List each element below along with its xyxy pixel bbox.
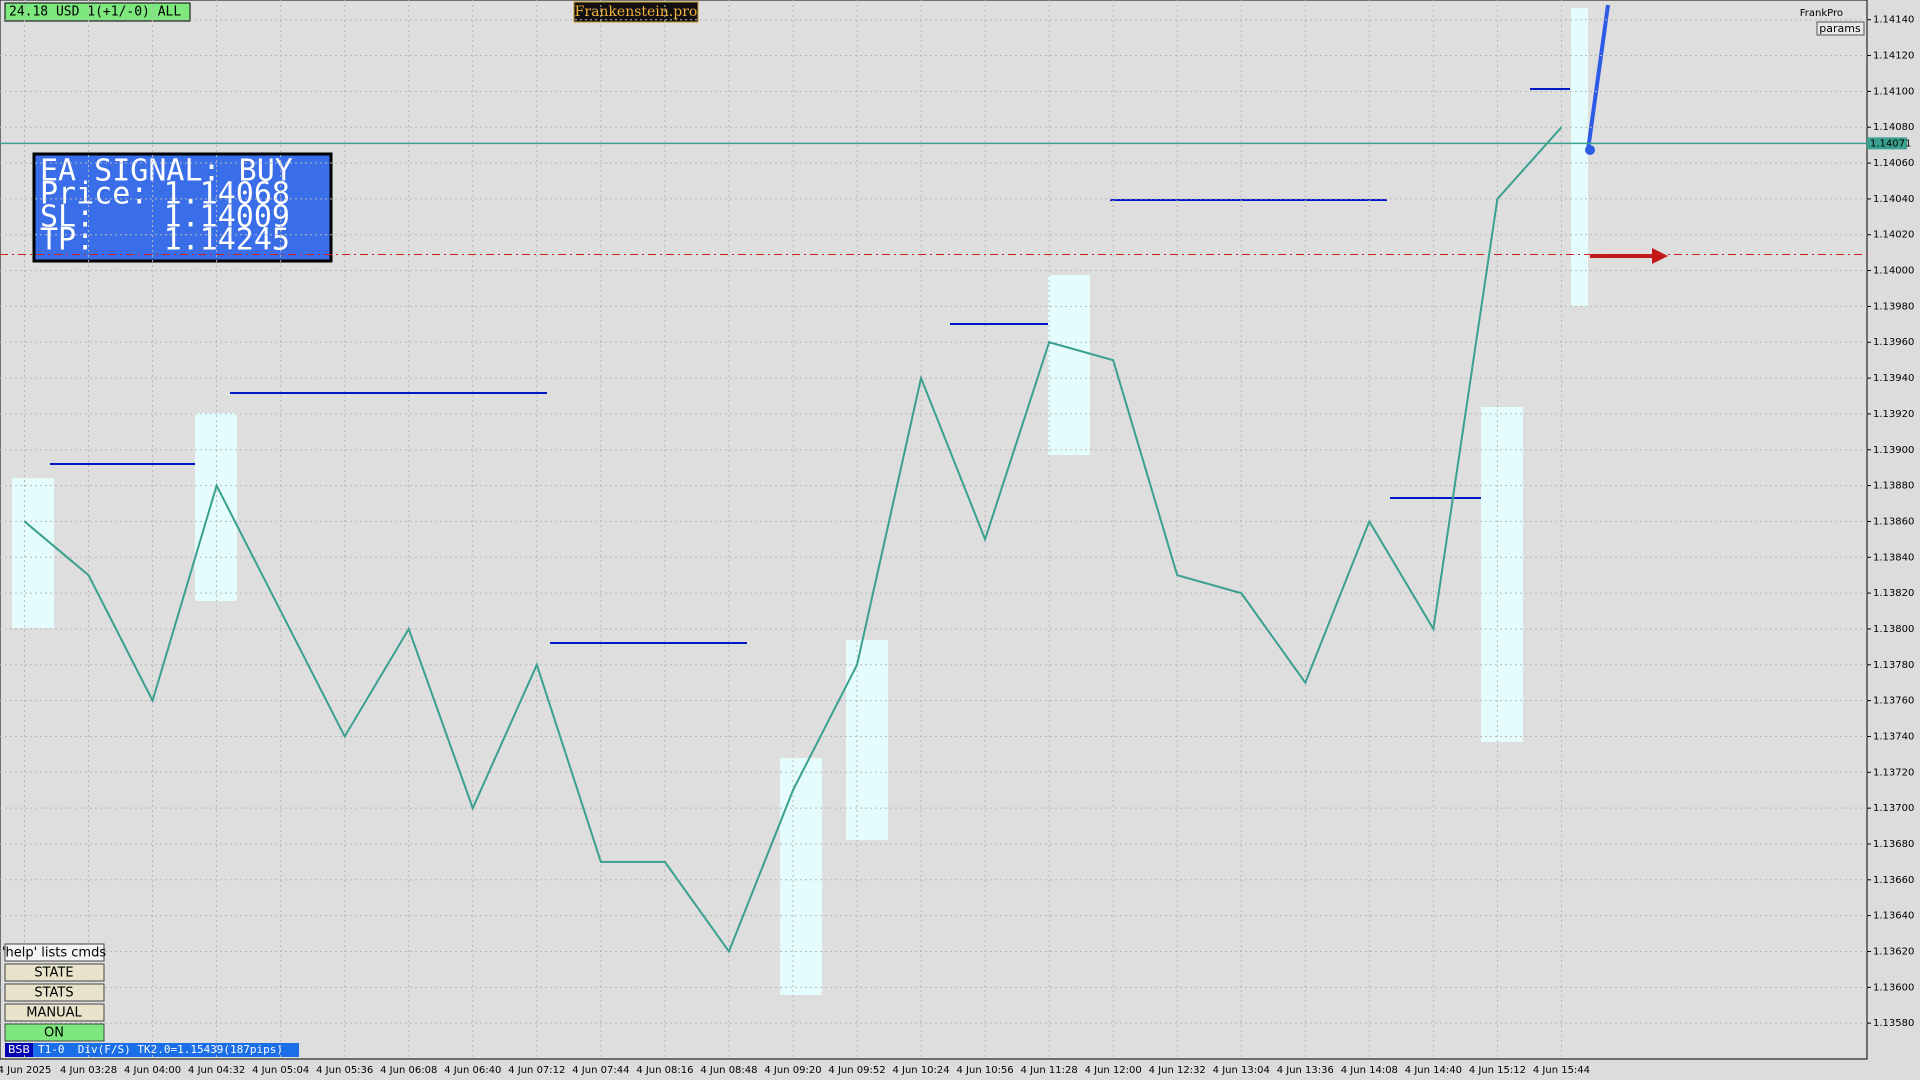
y-tick-label: 1.13940 xyxy=(1873,373,1914,384)
arrow-head xyxy=(1652,248,1668,264)
y-tick-label: 1.13800 xyxy=(1873,624,1914,635)
x-tick-label: 4 Jun 07:44 xyxy=(572,1065,629,1076)
x-tick-label: 4 Jun 09:52 xyxy=(828,1065,885,1076)
y-tick-label: 1.14000 xyxy=(1873,266,1914,277)
price-line-series xyxy=(23,126,1563,954)
y-tick-label: 1.13760 xyxy=(1873,696,1914,707)
command-button-label[interactable]: STATS xyxy=(34,986,73,1001)
y-tick-label: 1.13960 xyxy=(1873,337,1914,348)
y-tick-label: 1.13720 xyxy=(1873,767,1914,778)
y-tick-label: 1.13700 xyxy=(1873,803,1914,814)
projection xyxy=(1586,4,1610,151)
command-button[interactable] xyxy=(4,943,105,962)
x-tick-label: 4 Jun 06:40 xyxy=(444,1065,501,1076)
command-button[interactable] xyxy=(4,963,105,982)
y-tick-label: 1.13580 xyxy=(1873,1018,1914,1029)
x-tick-label: 4 Jun 10:56 xyxy=(957,1065,1014,1076)
account-box xyxy=(4,2,191,22)
y-tick-label: 1.13620 xyxy=(1873,946,1914,957)
x-tick-label: 4 Jun 2025 xyxy=(0,1065,51,1076)
y-tick-label: 1.14040 xyxy=(1873,194,1914,205)
signal-label: Price: xyxy=(40,177,148,212)
x-tick-label: 4 Jun 13:04 xyxy=(1213,1065,1270,1076)
zone xyxy=(1481,407,1523,742)
status-tag: BSB xyxy=(8,1043,30,1056)
x-tick-label: 4 Jun 14:08 xyxy=(1341,1065,1398,1076)
x-tick-label: 4 Jun 13:36 xyxy=(1277,1065,1334,1076)
command-button[interactable] xyxy=(4,1003,105,1022)
y-tick-label: 1.13920 xyxy=(1873,409,1914,420)
status-bar xyxy=(5,1043,299,1057)
x-tick-label: 4 Jun 04:00 xyxy=(124,1065,181,1076)
x-tick-label: 4 Jun 05:04 xyxy=(252,1065,309,1076)
y-tick-label: 1.13780 xyxy=(1873,660,1914,671)
zone xyxy=(846,640,888,840)
signal-title: EA SIGNAL: BUY xyxy=(40,154,293,189)
x-tick-label: 4 Jun 09:20 xyxy=(764,1065,821,1076)
zone xyxy=(780,758,822,995)
brand-text: Frankenstein.pro xyxy=(575,4,698,20)
x-tick-label: 4 Jun 11:28 xyxy=(1021,1065,1078,1076)
y-tick-label: 1.14100 xyxy=(1873,86,1914,97)
x-tick-label: 4 Jun 08:16 xyxy=(636,1065,693,1076)
command-button-label[interactable]: MANUAL xyxy=(26,1006,82,1021)
command-button-label[interactable]: STATE xyxy=(34,966,73,981)
x-tick-label: 4 Jun 06:08 xyxy=(380,1065,437,1076)
y-tick-label: 1.13860 xyxy=(1873,516,1914,527)
x-tick-label: 4 Jun 04:32 xyxy=(188,1065,245,1076)
status-tag-box xyxy=(5,1043,33,1057)
command-button[interactable] xyxy=(4,1023,105,1042)
entry-marker xyxy=(1585,145,1595,155)
y-tick-label: 1.13680 xyxy=(1873,839,1914,850)
zone xyxy=(195,413,237,601)
price-tag-label: 1.14071 xyxy=(1870,138,1911,149)
y-tick-label: 1.13820 xyxy=(1873,588,1914,599)
command-button-label[interactable]: ON xyxy=(44,1026,64,1041)
x-tick-label: 4 Jun 08:48 xyxy=(700,1065,757,1076)
account-text: 24.18 USD 1(+1/-0) ALL xyxy=(9,5,181,20)
status-text: T1-0 Div(F/S) TK2.0=1.15439(187pips) xyxy=(38,1043,283,1056)
x-tick-label: 4 Jun 12:32 xyxy=(1149,1065,1206,1076)
params-text[interactable]: params xyxy=(1819,22,1861,35)
y-tick-label: 1.13600 xyxy=(1873,982,1914,993)
brand-box xyxy=(573,1,699,23)
y-tick-label: 1.13640 xyxy=(1873,911,1914,922)
y-tick-label: 1.13980 xyxy=(1873,301,1914,312)
y-tick-label: 1.14140 xyxy=(1873,15,1914,26)
x-tick-label: 4 Jun 03:28 xyxy=(60,1065,117,1076)
x-tick-label: 4 Jun 07:12 xyxy=(508,1065,565,1076)
x-tick-label: 4 Jun 14:40 xyxy=(1405,1065,1462,1076)
zone xyxy=(1571,8,1588,306)
command-button[interactable] xyxy=(4,983,105,1002)
y-tick-label: 1.14020 xyxy=(1873,230,1914,241)
y-tick-label: 1.14080 xyxy=(1873,122,1914,133)
signal-value: 1.14068 xyxy=(164,177,290,212)
params-button[interactable] xyxy=(1816,21,1865,36)
command-button-label[interactable]: 'help' lists cmds xyxy=(2,946,106,961)
y-tick-label: 1.13840 xyxy=(1873,552,1914,563)
x-tick-label: 4 Jun 15:12 xyxy=(1469,1065,1526,1076)
y-tick-label: 1.14120 xyxy=(1873,51,1914,62)
signal-label: SL: xyxy=(40,200,94,235)
x-tick-label: 4 Jun 15:44 xyxy=(1533,1065,1590,1076)
x-tick-label: 4 Jun 10:24 xyxy=(892,1065,949,1076)
y-tick-label: 1.13740 xyxy=(1873,731,1914,742)
zone xyxy=(12,478,54,628)
x-tick-label: 4 Jun 12:00 xyxy=(1085,1065,1142,1076)
signal-box xyxy=(32,152,333,263)
signal-value: 1.14009 xyxy=(164,200,290,235)
y-tick-label: 1.14060 xyxy=(1873,158,1914,169)
y-tick-label: 1.13660 xyxy=(1873,875,1914,886)
x-tick-label: 4 Jun 05:36 xyxy=(316,1065,373,1076)
price-tag xyxy=(1867,137,1907,150)
signal-label: TP: xyxy=(40,223,94,258)
y-tick-label: 1.13900 xyxy=(1873,445,1914,456)
y-tick-label: 1.13880 xyxy=(1873,481,1914,492)
profile-text: FrankPro xyxy=(1800,8,1843,19)
signal-value: 1.14245 xyxy=(164,223,290,258)
zone xyxy=(1048,275,1090,455)
